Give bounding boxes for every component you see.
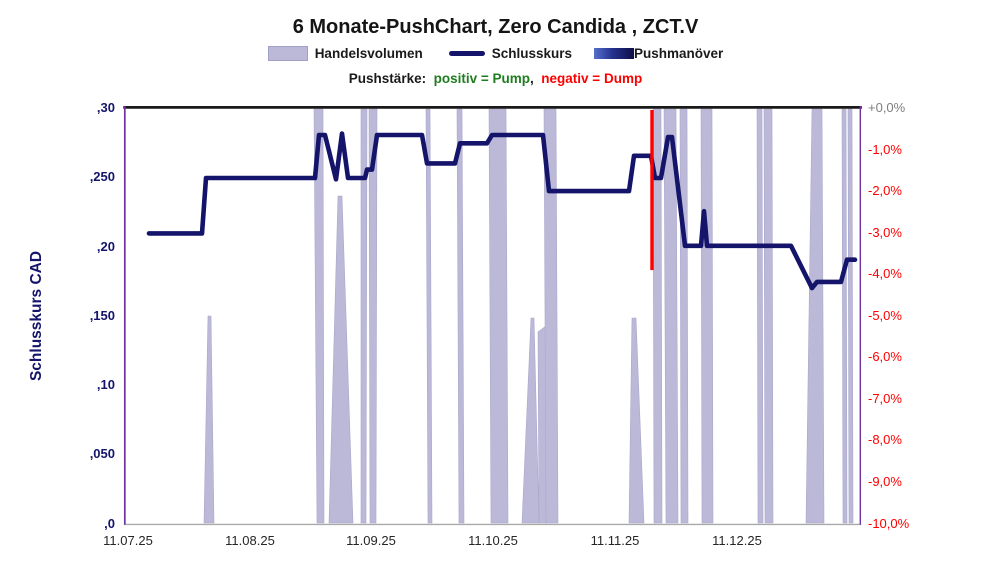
volume-bar [663,108,679,524]
percent-axis-label: -6,0% [868,349,902,365]
subtitle-prefix: Pushstärke: [348,71,427,86]
date-axis-label: 11.12.25 [712,533,762,548]
volume-bar [328,195,354,524]
price-axis-label: ,150 [89,307,115,323]
volume-bar [368,108,378,524]
volume-bar [313,108,325,524]
date-axis-label: 11.11.25 [590,533,640,548]
volume-bar [652,108,663,524]
volume-bar [425,108,433,524]
price-axis-label: ,0 [104,515,115,531]
price-axis-label: ,050 [89,446,115,462]
percent-axis-label: -10,0% [868,515,910,531]
legend-close-label: Schlusskurs [491,46,573,61]
price-axis-label: ,30 [96,100,115,115]
legend: Handelsvolumen Schlusskurs Pushmanöver [0,46,991,61]
push-swatch-icon [594,48,635,59]
subtitle-dump: negativ = Dump [541,71,643,86]
percent-axis-label: -2,0% [868,183,902,199]
percent-axis-label: -8,0% [868,432,902,448]
date-axis-label: 11.08.25 [225,533,275,548]
volume-bar [628,317,645,524]
date-axis-label: 11.09.25 [346,533,396,548]
legend-volume-label: Handelsvolumen [314,46,423,61]
date-axis-label: 11.10.25 [468,533,518,548]
volume-bar [203,315,215,524]
volume-bar [543,108,559,524]
close-line-swatch-icon [448,51,485,56]
push-strength-subtitle: Pushstärke: positiv = Pump, negativ = Du… [0,71,991,86]
volume-bar [360,108,368,524]
date-axis-label: 11.07.25 [103,533,153,548]
push-event-bar [650,110,654,271]
legend-item-push: Pushmanöver [572,46,723,61]
volume-bar [847,108,854,524]
volume-bar [805,108,825,524]
volume-bar [756,108,764,524]
volume-bar [679,108,689,524]
volume-bar [456,108,465,524]
legend-item-volume: Handelsvolumen [267,46,423,61]
subtitle-separator: , [530,71,534,86]
percent-axis-label: -3,0% [868,224,902,240]
percent-axis-label: -9,0% [868,474,902,490]
volume-swatch-icon [267,46,308,61]
page-title: 6 Monate-PushChart, Zero Candida , ZCT.V [292,16,699,38]
subtitle-pump: positiv = Pump [433,71,531,86]
legend-push-label: Pushmanöver [634,46,724,61]
price-axis-label: ,250 [89,169,115,185]
percent-axis-label: +0,0% [868,100,906,115]
price-axis-label: ,10 [96,377,115,393]
volume-bar [521,317,540,524]
percent-axis-label: -4,0% [868,266,902,282]
legend-item-close: Schlusskurs [423,46,572,61]
percent-axis-label: -1,0% [868,141,902,157]
close-price-line [146,131,858,291]
volume-bar [763,108,774,524]
volume-bar [700,108,714,524]
percent-axis-label: -7,0% [868,390,902,406]
percent-axis-label: -5,0% [868,307,902,323]
price-axis-label: ,20 [96,238,115,254]
volume-bar [488,108,509,524]
volume-bar [841,108,848,524]
